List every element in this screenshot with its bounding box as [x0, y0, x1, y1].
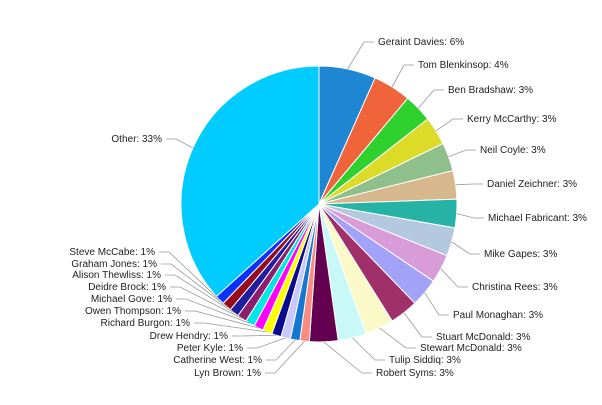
leader-line: [165, 274, 235, 314]
slice-label: Deidre Brock: 1%: [88, 282, 166, 293]
leader-line: [176, 298, 251, 324]
slice-label: Robert Syms: 3%: [376, 368, 454, 379]
slice-label: Steve McCabe: 1%: [69, 247, 155, 258]
leader-line: [403, 312, 432, 338]
slice-label: Lyn Brown: 1%: [194, 368, 261, 379]
leader-line: [451, 241, 480, 255]
leader-line: [391, 64, 414, 88]
leader-line: [352, 337, 385, 361]
slice-label: Neil Coyle: 3%: [480, 145, 546, 156]
slice-label: Christina Rees: 3%: [472, 282, 558, 293]
leader-line: [159, 251, 220, 301]
leader-line: [194, 322, 268, 333]
slice-label: Tulip Siddiq: 3%: [389, 355, 461, 366]
slice-label: Geraint Davies: 6%: [378, 37, 464, 48]
slice-label: Stewart McDonald: 3%: [420, 343, 522, 354]
pie-slices: [180, 65, 458, 343]
slice-label: Catherine West: 1%: [173, 355, 262, 366]
slice-label: Ben Bradshaw: 3%: [448, 85, 533, 96]
slice-label: Graham Jones: 1%: [71, 259, 157, 270]
leader-line: [448, 149, 476, 158]
leader-line: [247, 337, 286, 349]
leader-line: [170, 286, 242, 319]
leader-line: [455, 183, 483, 186]
slice-label: Michael Gove: 1%: [91, 294, 172, 305]
slice-label: Peter Kyle: 1%: [177, 343, 243, 354]
slice-label: Mike Gapes: 3%: [484, 249, 557, 260]
leader-line: [265, 340, 305, 374]
slice-label: Richard Burgon: 1%: [101, 318, 191, 329]
slice-label: Alison Thewliss: 1%: [72, 270, 161, 281]
leader-line: [161, 263, 227, 307]
leader-line: [379, 327, 416, 349]
leader-line: [456, 213, 484, 219]
leader-line: [435, 118, 463, 132]
slice-label: Kerry McCarthy: 3%: [467, 114, 557, 125]
leader-line: [232, 334, 277, 337]
slice-label: Stuart McDonald: 3%: [436, 332, 531, 343]
slice-label: Paul Monaghan: 3%: [453, 310, 543, 321]
slice-label: Owen Thompson: 1%: [85, 306, 181, 317]
leader-line: [417, 89, 444, 109]
leader-line: [424, 292, 449, 316]
slice-label: Daniel Zeichner: 3%: [487, 179, 577, 190]
pie-slice-other: [180, 65, 320, 298]
slice-label: Tom Blenkinsop: 4%: [418, 60, 509, 71]
leader-line: [323, 341, 372, 374]
slice-label: Drew Hendry: 1%: [150, 331, 228, 342]
leader-line: [347, 41, 374, 70]
leader-line: [440, 268, 468, 288]
slice-labels: Geraint Davies: 6% Tom Blenkinsop: 4% Ben …: [69, 37, 587, 379]
leader-lines: [159, 41, 484, 374]
leader-line: [185, 310, 259, 329]
leader-line: [266, 339, 296, 361]
slice-label: Other: 33%: [111, 134, 162, 145]
slice-label: Michael Fabricant: 3%: [488, 213, 587, 224]
leader-line: [166, 138, 194, 149]
